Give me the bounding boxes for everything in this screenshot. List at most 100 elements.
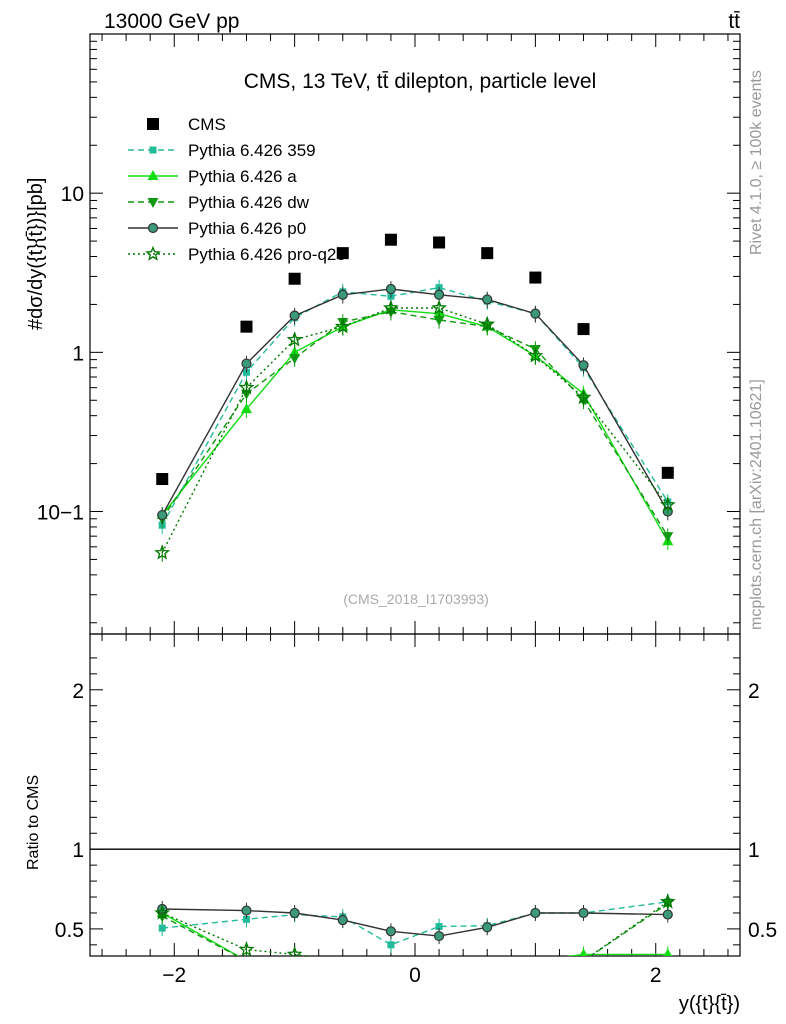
ratio-point bbox=[662, 909, 673, 920]
ratio-point bbox=[663, 948, 672, 956]
data-point bbox=[661, 466, 674, 479]
data-point bbox=[337, 289, 348, 300]
data-point bbox=[575, 389, 592, 405]
data-point bbox=[659, 496, 676, 512]
legend-item-1: Pythia 6.426 359 bbox=[128, 141, 316, 160]
ratio-axis-ticks: −2 0 2 0.5 0.5 1 1 2 2 bbox=[55, 634, 777, 987]
series-1 bbox=[158, 279, 672, 535]
x-axis-label: y({t}{t̄}) bbox=[679, 993, 740, 1015]
data-point bbox=[433, 289, 445, 300]
main-y-tick-label: 10−1 bbox=[37, 502, 84, 525]
data-point bbox=[289, 354, 301, 365]
ratio-clip-group bbox=[154, 893, 676, 956]
ratio-panel: −2 0 2 0.5 0.5 1 1 2 2 Ratio to CMS y({t}{t̄}) bbox=[25, 633, 777, 1015]
ratio-y-axis-label: Ratio to CMS bbox=[25, 775, 42, 870]
legend-marker bbox=[147, 198, 159, 208]
ratio-point bbox=[238, 941, 255, 956]
data-point bbox=[241, 358, 252, 369]
ratio-point bbox=[385, 926, 397, 937]
data-point bbox=[529, 271, 542, 284]
series-line bbox=[161, 307, 669, 554]
main-axis-ticks: 10−1 1 10 bbox=[37, 33, 740, 634]
series-5 bbox=[154, 299, 676, 562]
data-point bbox=[578, 360, 589, 371]
data-point bbox=[334, 318, 351, 334]
data-point bbox=[157, 509, 168, 521]
data-point bbox=[385, 283, 397, 295]
data-point bbox=[384, 233, 397, 246]
ratio-point bbox=[387, 941, 395, 949]
energy-label: 13000 GeV pp bbox=[104, 10, 239, 33]
ratio-y-tick-label-right: 0.5 bbox=[748, 919, 777, 942]
main-y-tick-label: 10 bbox=[61, 183, 84, 206]
data-point bbox=[433, 236, 446, 249]
series-line bbox=[161, 309, 669, 542]
ratio-x-tick-label: −2 bbox=[162, 964, 186, 987]
legend-label: Pythia 6.426 359 bbox=[188, 141, 316, 160]
data-point bbox=[286, 331, 303, 347]
data-point bbox=[288, 272, 301, 285]
legend-label: CMS bbox=[188, 115, 226, 134]
data-point bbox=[154, 544, 171, 560]
data-point bbox=[662, 532, 674, 543]
legend-label: Pythia 6.426 pro-q2o bbox=[188, 245, 346, 264]
legend: CMS Pythia 6.426 359 Pythia 6.426 a Pythia … bbox=[128, 115, 346, 264]
ratio-point bbox=[659, 893, 676, 909]
data-point bbox=[479, 316, 496, 332]
main-y-tick-label: 1 bbox=[72, 342, 84, 365]
ratio-point bbox=[158, 924, 166, 932]
ratio-point bbox=[241, 905, 252, 916]
legend-label: Pythia 6.426 p0 bbox=[188, 219, 306, 238]
ratio-point bbox=[435, 923, 443, 931]
series-line bbox=[161, 310, 669, 537]
ratio-point bbox=[578, 907, 589, 919]
ratio-point bbox=[286, 946, 303, 956]
data-point bbox=[156, 473, 169, 486]
ratio-series-group bbox=[154, 893, 676, 956]
legend-marker bbox=[147, 118, 159, 130]
ratio-point bbox=[337, 915, 348, 926]
ratio-point bbox=[154, 904, 171, 920]
ratio-line bbox=[162, 901, 668, 946]
ratio-frame bbox=[89, 633, 741, 957]
ratio-point bbox=[242, 915, 250, 923]
series-line bbox=[161, 288, 669, 516]
ratio-point bbox=[579, 948, 588, 956]
legend-marker bbox=[145, 245, 161, 261]
main-panel: 10−1 1 10 CMS, 13 TeV, tt̄ dilepton, parti… bbox=[25, 33, 741, 635]
legend-item-4: Pythia 6.426 p0 bbox=[128, 219, 306, 238]
main-series-group bbox=[154, 233, 676, 562]
ratio-series-4 bbox=[154, 893, 676, 956]
data-point bbox=[431, 299, 448, 315]
ratio-y-tick-label: 0.5 bbox=[55, 919, 84, 942]
ratio-point bbox=[530, 907, 541, 919]
legend-item-3: Pythia 6.426 dw bbox=[128, 193, 310, 212]
ratio-y-tick-label-right: 1 bbox=[748, 839, 760, 862]
main-y-axis-label: #dσ/dy({t}{t̄})}[pb] bbox=[25, 178, 47, 330]
legend-item-2: Pythia 6.426 a bbox=[128, 167, 297, 186]
process-label: tt̄ bbox=[728, 10, 740, 33]
ratio-x-tick-label: 0 bbox=[409, 964, 421, 987]
rivet-version-label: Rivet 4.1.0, ≥ 100k events bbox=[748, 70, 765, 255]
series-2 bbox=[156, 301, 674, 551]
ratio-series-3 bbox=[157, 901, 673, 945]
ratio-line bbox=[161, 901, 669, 956]
data-point bbox=[289, 310, 300, 321]
ratio-y-tick-label: 2 bbox=[72, 680, 84, 703]
data-point bbox=[527, 347, 544, 363]
ratio-x-tick-label: 2 bbox=[650, 964, 662, 987]
legend-label: Pythia 6.426 a bbox=[188, 167, 297, 186]
legend-marker bbox=[147, 222, 159, 234]
data-point bbox=[433, 315, 445, 326]
data-point bbox=[336, 247, 349, 260]
legend-label: Pythia 6.426 dw bbox=[188, 193, 310, 212]
data-point bbox=[577, 323, 590, 336]
series-4 bbox=[157, 281, 673, 524]
main-title: CMS, 13 TeV, tt̄ dilepton, particle leve… bbox=[244, 70, 597, 93]
legend-marker bbox=[147, 170, 159, 180]
analysis-label: (CMS_2018_I1703993) bbox=[343, 591, 489, 607]
source-label: mcplots.cern.ch [arXiv:2401.10621] bbox=[748, 379, 765, 630]
data-point bbox=[240, 403, 252, 414]
data-point bbox=[481, 247, 494, 260]
